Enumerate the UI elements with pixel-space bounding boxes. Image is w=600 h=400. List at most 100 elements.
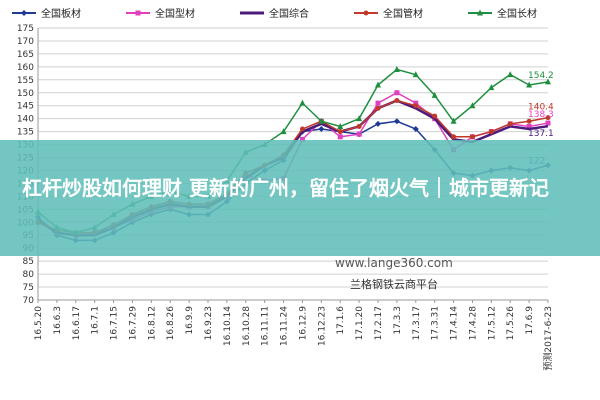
y-tick-label: 155 [17, 76, 34, 86]
x-tick-label: 17.4.14 [450, 306, 460, 341]
data-point [337, 122, 344, 129]
x-tick-label: 16.8.26 [166, 306, 176, 341]
legend-label: 全国板材 [41, 7, 81, 20]
x-tick-label: 17.5.12 [487, 306, 497, 340]
data-point [337, 129, 343, 135]
overlay-banner [0, 140, 600, 256]
data-point [394, 90, 400, 96]
x-tick-label: 17.3.3 [393, 306, 403, 335]
end-value-label: 140.4 [528, 103, 554, 113]
data-point [318, 126, 325, 133]
data-point [356, 131, 362, 137]
data-point [488, 84, 495, 91]
legend-marker [477, 9, 483, 16]
data-point [413, 100, 419, 106]
x-tick-label: 17.3.17 [412, 306, 422, 340]
publisher-name: 兰格钢铁云商平台 [350, 278, 438, 291]
x-tick-label: 16.7.29 [128, 306, 138, 341]
data-point [299, 99, 306, 106]
data-point [488, 129, 494, 135]
watermark-url: www.lange360.com [335, 256, 453, 270]
end-value-label: 138.3 [528, 110, 554, 120]
data-point [413, 103, 419, 109]
x-tick-label: 17.5.26 [506, 306, 516, 341]
data-point [299, 126, 305, 132]
x-tick-label: 16.10.28 [242, 306, 252, 346]
legend-entry: 全国板材 [12, 7, 81, 20]
y-tick-label: 80 [23, 270, 35, 280]
data-point [450, 117, 457, 124]
legend-marker [21, 10, 27, 16]
x-tick-label: 16.12.23 [317, 306, 327, 346]
x-tick-label: 16.11.11 [261, 306, 271, 346]
data-point [545, 78, 551, 85]
data-point [526, 81, 533, 88]
x-tick-label: 17.6.9 [525, 306, 535, 335]
x-tick-label: 16.7.15 [110, 306, 120, 340]
x-tick-label: 16.11.24 [280, 306, 290, 346]
x-tick-label: 17.1.6 [336, 306, 346, 335]
x-tick-label: 16.6.17 [72, 306, 82, 340]
data-point [393, 118, 400, 125]
data-point [280, 128, 287, 135]
y-tick-label: 70 [23, 296, 35, 306]
x-tick-label: 16.8.12 [147, 306, 157, 340]
y-tick-label: 150 [17, 89, 34, 99]
data-point [412, 126, 419, 133]
y-tick-label: 170 [17, 37, 34, 47]
data-point [318, 117, 325, 124]
data-point [431, 91, 438, 98]
data-point [299, 136, 305, 142]
x-tick-label: 17.2.17 [374, 306, 384, 340]
data-point [337, 134, 343, 140]
x-tick-label: 16.9.9 [185, 306, 195, 335]
data-point [356, 115, 363, 122]
data-point [469, 134, 475, 140]
end-value-label: 137.1 [528, 129, 554, 139]
legend-entry: 全国管材 [354, 7, 423, 20]
legend-label: 全国综合 [269, 7, 309, 20]
legend-marker [135, 10, 141, 16]
data-point [507, 71, 514, 78]
data-point [545, 120, 551, 126]
x-tick-label: 16.12.9 [298, 306, 308, 341]
data-point [451, 134, 457, 140]
legend-label: 全国型材 [155, 7, 195, 20]
data-point [507, 121, 513, 127]
legend-label: 全国管材 [383, 7, 423, 20]
y-tick-label: 145 [17, 102, 34, 112]
data-point [356, 123, 362, 129]
data-point [545, 115, 551, 121]
x-tick-label: 16.5.20 [34, 306, 44, 341]
legend-entry: 全国长材 [468, 7, 537, 20]
data-point [375, 105, 381, 111]
x-tick-label: 16.7.1 [91, 306, 101, 335]
data-point [526, 118, 532, 124]
legend-entry: 全国综合 [240, 7, 309, 20]
x-tick-label: 16.10.14 [223, 306, 233, 346]
y-tick-label: 85 [23, 257, 34, 267]
legend-entry: 全国型材 [126, 7, 195, 20]
data-point [394, 98, 400, 104]
y-tick-label: 75 [23, 283, 34, 293]
chart-legend: 全国板材 全国型材 全国综合 全国管材 全国长材 [12, 7, 537, 20]
legend-marker [363, 10, 369, 16]
y-tick-label: 160 [17, 63, 34, 73]
data-point [375, 100, 381, 106]
banner-headline[interactable]: 杠杆炒股如何理财 更新的广州，留住了烟火气｜城市更新记 [22, 176, 549, 200]
y-tick-label: 175 [17, 24, 34, 34]
y-tick-label: 135 [17, 128, 34, 138]
data-point [393, 65, 400, 72]
x-tick-label: 17.1.20 [355, 306, 365, 341]
x-tick-label: 17.4.28 [468, 306, 478, 341]
y-tick-label: 165 [17, 50, 34, 60]
y-tick-label: 140 [17, 115, 34, 125]
end-value-label: 154.2 [528, 71, 554, 81]
x-tick-label: 预测2017-6-23 [543, 306, 554, 371]
x-tick-label: 16.6.3 [53, 306, 63, 335]
data-point [469, 102, 476, 109]
legend-label: 全国长材 [497, 7, 537, 20]
data-point [375, 120, 381, 127]
x-tick-label: 16.9.23 [204, 306, 214, 340]
x-tick-label: 17.3.31 [431, 306, 441, 340]
